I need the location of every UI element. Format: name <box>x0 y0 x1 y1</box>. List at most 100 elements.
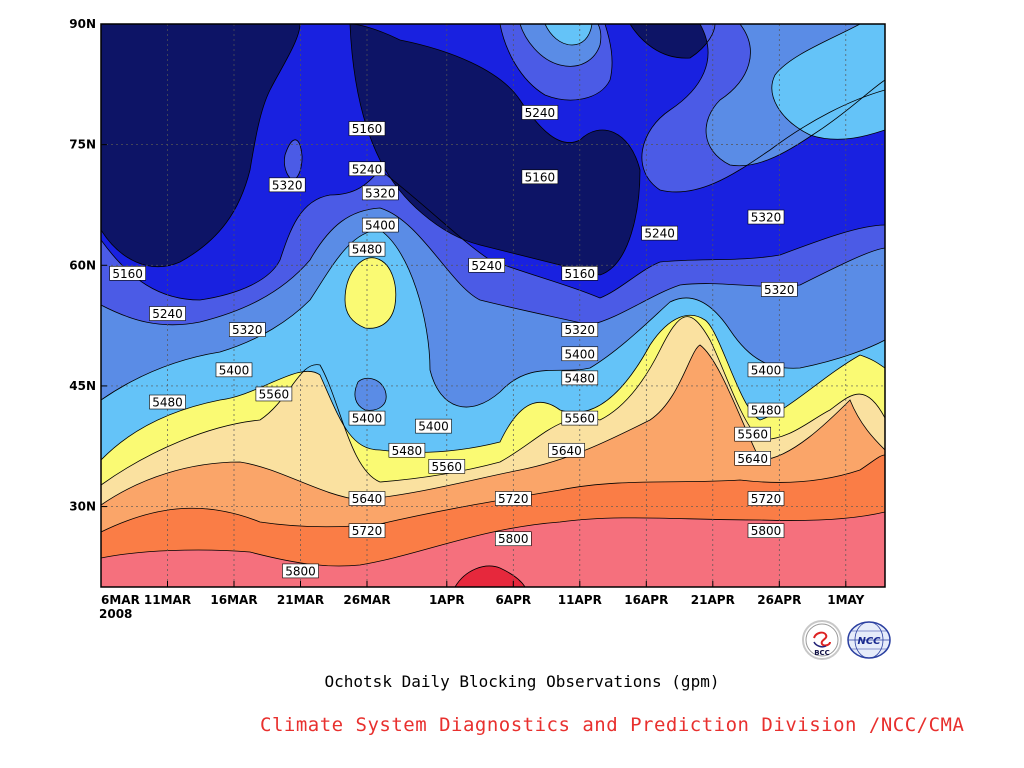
contour-label: 5240 <box>149 306 186 321</box>
svg-text:5560: 5560 <box>432 460 463 474</box>
band-5560-blob <box>345 257 396 329</box>
contour-label: 5160 <box>348 121 386 136</box>
svg-text:5640: 5640 <box>352 492 383 506</box>
contour-label: 5560 <box>428 459 466 474</box>
svg-text:5800: 5800 <box>285 564 316 578</box>
contour-label: 5800 <box>747 523 785 538</box>
svg-text:5480: 5480 <box>751 404 782 418</box>
svg-text:5400: 5400 <box>751 363 782 377</box>
svg-text:5400: 5400 <box>352 412 383 426</box>
contour-label: 5640 <box>348 491 386 506</box>
svg-text:5160: 5160 <box>112 267 143 281</box>
band-5160b <box>350 24 640 275</box>
contour-label: 5560 <box>255 386 293 401</box>
contour-label: 5320 <box>229 322 266 337</box>
svg-text:5400: 5400 <box>365 219 396 233</box>
contour-label: 5160 <box>109 266 146 281</box>
svg-text:5560: 5560 <box>259 387 290 401</box>
x-tick-label: 6APR <box>495 593 531 607</box>
x-tick-label: 26MAR <box>343 593 390 607</box>
x-tick-label: 6MAR <box>101 593 140 607</box>
svg-text:5320: 5320 <box>565 323 596 337</box>
svg-text:5480: 5480 <box>152 396 183 410</box>
contour-label: 5400 <box>361 217 399 233</box>
x-tick-label: 1MAY <box>827 593 864 607</box>
svg-text:5240: 5240 <box>352 162 383 176</box>
contour-label: 5160 <box>561 266 599 281</box>
ncc-logo-mark: NCC <box>847 621 891 659</box>
band-5160 <box>101 24 300 267</box>
band-5160c <box>630 24 715 59</box>
contour-label: 5320 <box>760 282 798 297</box>
contour-label: 5400 <box>215 362 253 377</box>
svg-text:5560: 5560 <box>737 428 768 442</box>
contour-label: 5400 <box>747 362 785 377</box>
contour-label: 5800 <box>282 563 319 578</box>
x-tick-label: 26APR <box>757 593 801 607</box>
svg-text:5240: 5240 <box>471 259 502 273</box>
svg-text:5800: 5800 <box>498 532 529 546</box>
svg-text:5800: 5800 <box>751 524 782 538</box>
bcc-logo: BCC <box>802 620 842 660</box>
contour-label: 5560 <box>561 410 599 426</box>
x-year-label: 2008 <box>99 607 132 621</box>
svg-text:5400: 5400 <box>565 347 596 361</box>
band-5400-cut <box>354 378 387 411</box>
x-tick-label: 16MAR <box>210 593 257 607</box>
contour-label: 5320 <box>361 185 399 200</box>
contour-label: 5480 <box>747 402 785 418</box>
y-tick-label: 90N <box>69 17 96 31</box>
contour-label: 5240 <box>468 257 506 273</box>
svg-text:5560: 5560 <box>565 412 596 426</box>
svg-text:5640: 5640 <box>737 452 768 466</box>
ncc-logo: NCC <box>846 620 891 660</box>
svg-text:5640: 5640 <box>551 444 582 458</box>
svg-text:5400: 5400 <box>219 363 250 377</box>
axis-ticks: 6MAR 11MAR 16MAR 21MAR 26MAR 1APR 6APR 11APR 16A… <box>69 17 864 621</box>
y-tick-label: 45N <box>69 379 96 393</box>
contour-label: 5480 <box>348 241 386 257</box>
contour-label: 5480 <box>388 442 426 458</box>
band-5880-cell <box>455 566 525 587</box>
plot-area <box>101 24 885 587</box>
svg-text:5320: 5320 <box>272 178 303 192</box>
contour-label: 5640 <box>734 451 772 466</box>
svg-text:5240: 5240 <box>644 227 675 241</box>
band-5480-top <box>545 24 592 45</box>
x-tick-label: 21MAR <box>277 593 324 607</box>
svg-text:5320: 5320 <box>764 283 795 297</box>
svg-text:5320: 5320 <box>232 323 263 337</box>
svg-text:5240: 5240 <box>152 307 183 321</box>
contour-label: 5400 <box>561 346 599 361</box>
contour-label: 5240 <box>521 105 559 120</box>
contour-label: 5480 <box>149 394 186 410</box>
contour-label: 5720 <box>348 523 386 538</box>
contour-label: 5160 <box>521 169 559 184</box>
svg-text:5160: 5160 <box>525 170 556 184</box>
svg-text:5720: 5720 <box>751 492 782 506</box>
x-tick-label: 11APR <box>558 593 602 607</box>
svg-text:5320: 5320 <box>365 186 396 200</box>
svg-text:BCC: BCC <box>814 649 830 657</box>
svg-text:5720: 5720 <box>498 492 529 506</box>
contour-label: 5640 <box>548 442 585 458</box>
contour-label: 5400 <box>415 418 452 434</box>
contour-label: 5320 <box>747 209 785 225</box>
x-tick-label: 1APR <box>429 593 465 607</box>
x-tick-label: 11MAR <box>144 593 191 607</box>
contour-label: 5240 <box>641 225 678 241</box>
plot-frame <box>100 23 886 588</box>
band-5400-topright <box>771 24 885 140</box>
y-tick-label: 75N <box>69 138 96 152</box>
credit-line: Climate System Diagnostics and Predictio… <box>260 714 965 736</box>
svg-text:5480: 5480 <box>392 444 423 458</box>
svg-text:5400: 5400 <box>418 420 449 434</box>
chart-title: Ochotsk Daily Blocking Observations (gpm… <box>324 672 720 691</box>
contour-label: 5720 <box>747 491 785 506</box>
svg-text:5480: 5480 <box>565 371 596 385</box>
contour-label: 5320 <box>268 177 306 192</box>
svg-text:5160: 5160 <box>352 122 383 136</box>
svg-text:5720: 5720 <box>352 524 383 538</box>
contour-label: 5240 <box>348 161 386 176</box>
